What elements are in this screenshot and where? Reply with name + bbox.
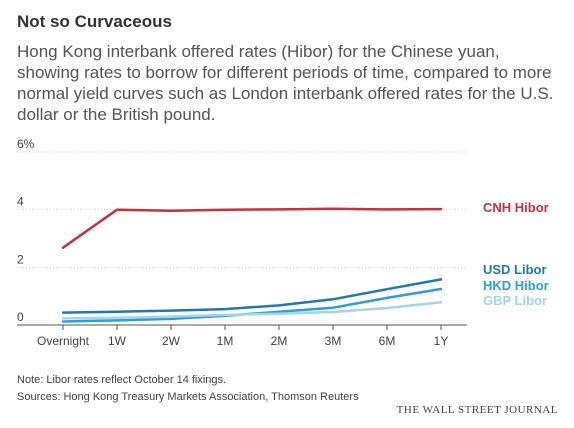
- x-tick-label: 3M: [325, 334, 342, 348]
- series-lines: [61, 207, 443, 323]
- series-label-hkd-hibor: HKD Hibor: [483, 278, 549, 293]
- y-tick-label: 2: [17, 252, 24, 266]
- y-tick-label: 6%: [17, 137, 35, 151]
- series-label-cnh-hibor: CNH Hibor: [483, 200, 549, 215]
- chart-title: Not so Curvaceous: [17, 12, 172, 31]
- series-line-cnh-hibor: [61, 207, 443, 249]
- x-tick-label: Overnight: [37, 334, 90, 348]
- y-tick-label: 4: [17, 195, 24, 209]
- x-tick-label: 6M: [379, 334, 396, 348]
- series-label-usd-libor: USD Libor: [483, 262, 547, 277]
- x-axis: Overnight 1W 2W 1M 2M 3M 6M 1Y: [17, 324, 467, 348]
- x-tick-label: 1M: [217, 334, 234, 348]
- series-label-gbp-libor: GBP Libor: [483, 293, 547, 308]
- publisher-credit: THE WALL STREET JOURNAL: [396, 404, 558, 416]
- x-tick-label: 2W: [162, 334, 181, 348]
- y-tick-label: 0: [17, 310, 24, 324]
- y-axis-tick-labels: 0 2 4 6%: [17, 137, 35, 324]
- series-line-gbp-libor: [61, 300, 443, 320]
- sources-line: Sources: Hong Kong Treasury Markets Asso…: [17, 391, 359, 403]
- x-tick-label: 1Y: [434, 334, 449, 348]
- series-line-usd-libor: [61, 278, 443, 314]
- footnote: Note: Libor rates reflect October 14 fix…: [17, 374, 227, 386]
- x-tick-label: 1W: [108, 334, 127, 348]
- chart-subtitle: Hong Kong interbank offered rates (Hibor…: [17, 42, 554, 124]
- x-tick-label: 2M: [271, 334, 288, 348]
